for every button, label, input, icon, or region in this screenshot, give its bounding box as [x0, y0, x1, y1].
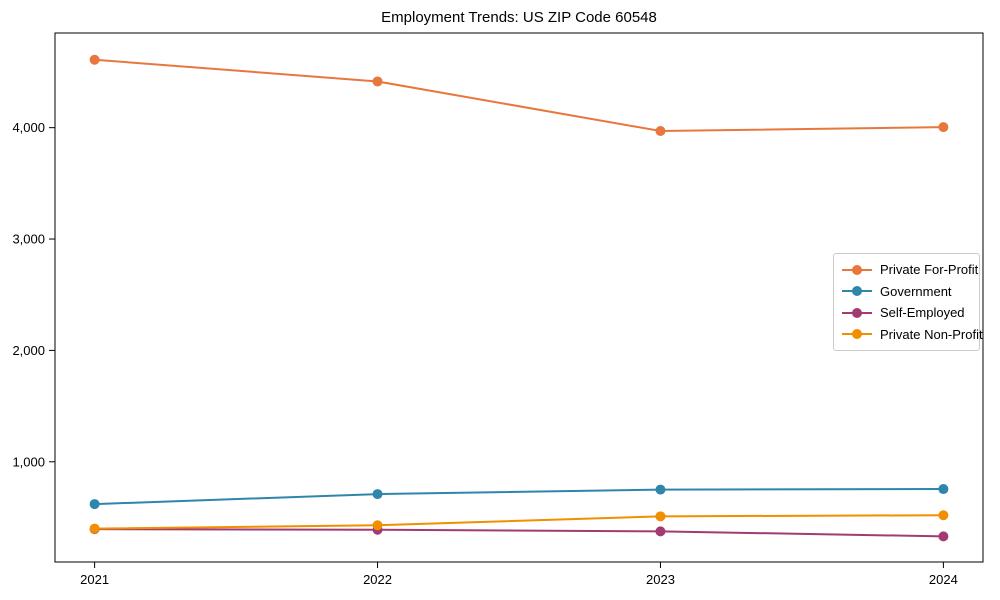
data-point [938, 531, 949, 542]
legend-item-label: Private Non-Profit [880, 326, 983, 342]
series-line [94, 488, 944, 506]
series-line [94, 514, 944, 530]
legend-swatch-icon [842, 306, 872, 320]
y-tick-label: 1,000 [12, 454, 45, 469]
legend-item-private-for-profit: Private For-Profit [842, 260, 978, 280]
data-point [655, 484, 666, 495]
plot-frame [54, 32, 984, 563]
series-government [89, 484, 949, 510]
data-point [938, 484, 949, 495]
data-point [372, 76, 383, 87]
x-tick-label: 2021 [80, 572, 109, 587]
x-tick-label: 2022 [363, 572, 392, 587]
data-point [655, 526, 666, 537]
y-tick-label: 3,000 [12, 232, 45, 247]
legend-swatch-icon [842, 284, 872, 298]
data-point [372, 489, 383, 500]
legend-item-label: Self-Employed [880, 305, 965, 321]
legend-item-self-employed: Self-Employed [842, 303, 971, 323]
x-tick-label: 2024 [929, 572, 958, 587]
series-private-for-profit [89, 54, 949, 137]
data-point [938, 510, 949, 521]
data-point [89, 54, 100, 65]
series-line [94, 528, 944, 538]
legend-swatch-icon [842, 327, 872, 341]
legend-item-government: Government [842, 281, 971, 301]
x-axis: 2021 2022 2023 2024 [80, 562, 958, 587]
legend-item-private-non-profit: Private Non-Profit [842, 324, 983, 344]
data-point [89, 523, 100, 534]
series-private-non-profit [89, 510, 949, 534]
legend-item-label: Private For-Profit [880, 262, 979, 278]
data-point [655, 511, 666, 522]
y-tick-label: 4,000 [12, 120, 45, 135]
legend-item-label: Government [880, 283, 952, 299]
legend: Private For-Profit Government Self-Employe… [833, 253, 983, 351]
data-point [655, 126, 666, 137]
y-axis: 1,000 2,000 3,000 4,000 [12, 120, 55, 469]
data-point [938, 122, 949, 133]
data-point [372, 520, 383, 531]
data-point [89, 499, 100, 510]
y-tick-label: 2,000 [12, 343, 45, 358]
legend-swatch-icon [842, 263, 872, 277]
chart-title: Employment Trends: US ZIP Code 60548 [381, 9, 657, 26]
x-tick-label: 2023 [646, 572, 675, 587]
series-line [94, 58, 944, 133]
